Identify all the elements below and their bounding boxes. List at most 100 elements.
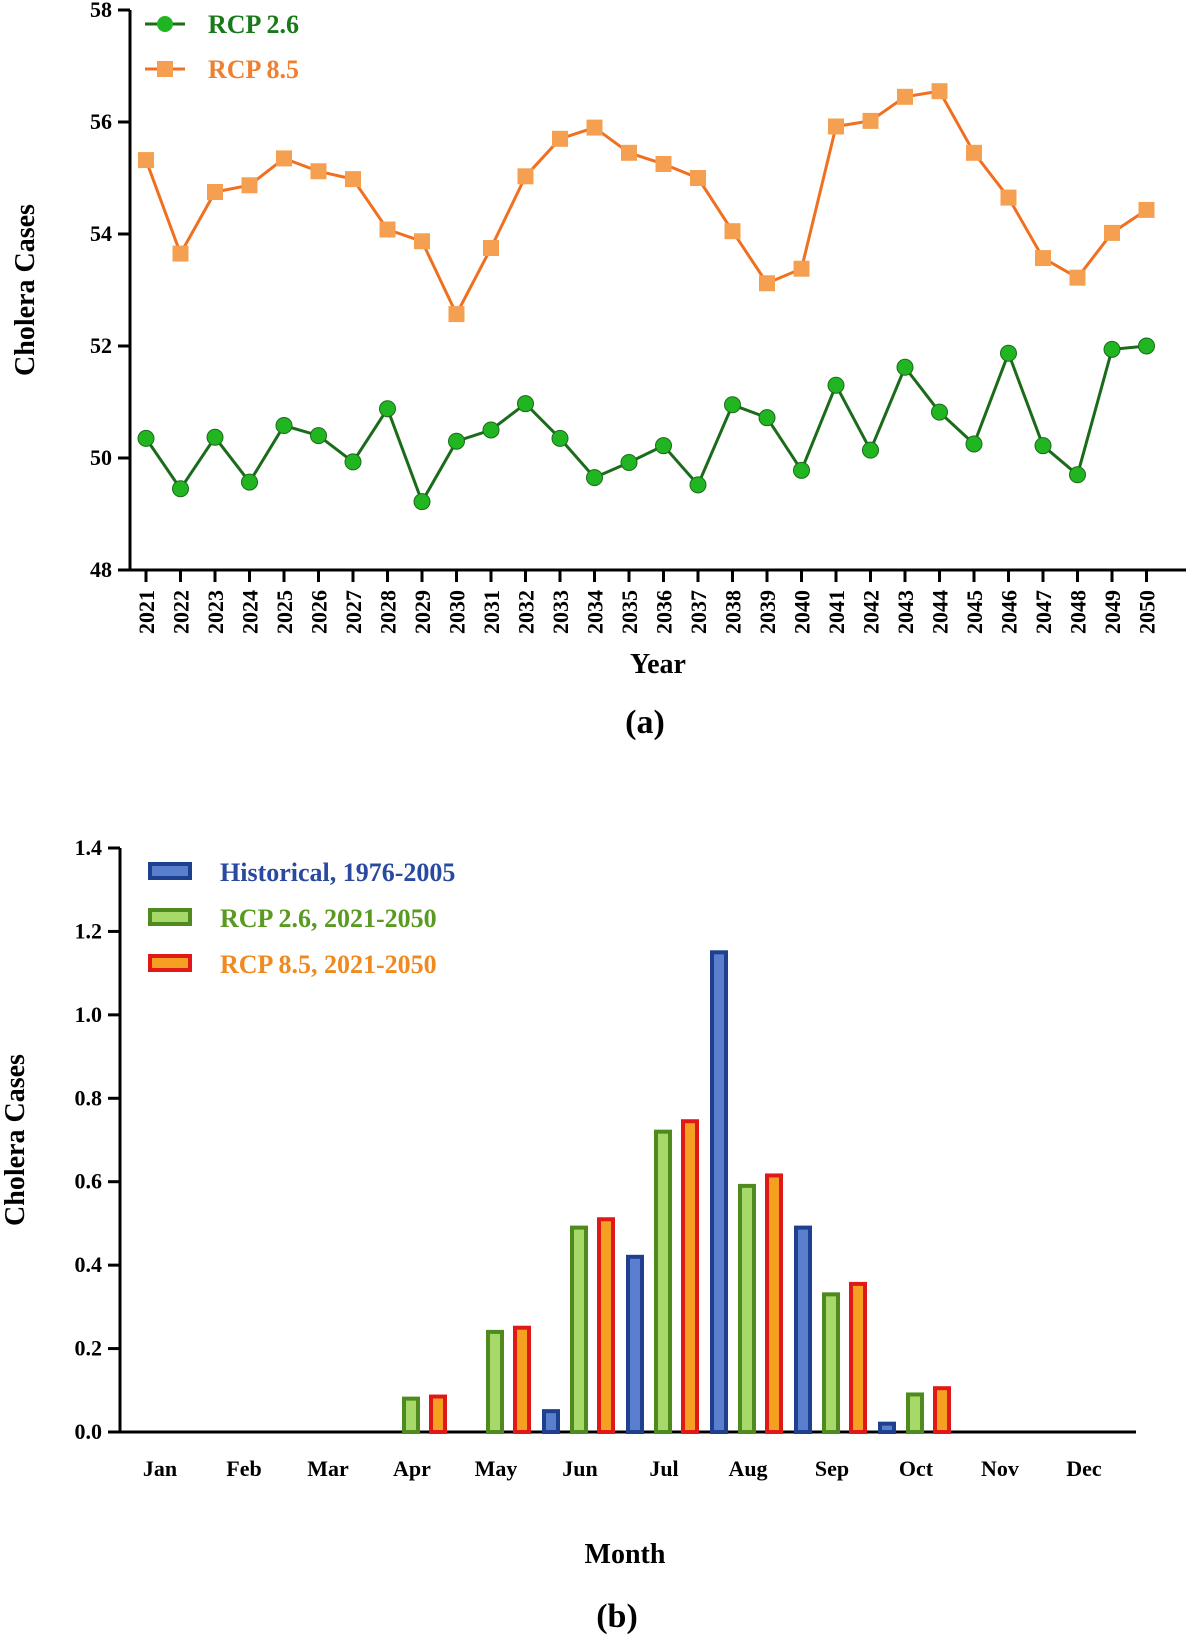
legend: Historical, 1976-2005 RCP 2.6, 2021-2050 R…	[148, 858, 455, 979]
data-point-square	[241, 177, 258, 194]
series-line-2	[144, 89, 1148, 318]
y-tick-label: 58	[90, 0, 112, 22]
data-point-square	[276, 150, 292, 167]
data-point-square	[1069, 269, 1086, 286]
data-point-square	[1104, 224, 1120, 241]
x-tick-label: Jan	[143, 1456, 177, 1481]
y-tick-label: 0.2	[75, 1336, 103, 1361]
y-tick-label: 1.0	[75, 1002, 103, 1027]
data-point-square	[586, 119, 603, 136]
data-point-square	[138, 152, 154, 169]
data-point-square	[966, 144, 982, 161]
bar	[570, 1225, 588, 1434]
data-point-circle	[482, 421, 500, 439]
x-tick-label: Oct	[899, 1456, 934, 1481]
bar	[429, 1394, 447, 1434]
data-point-square	[483, 240, 499, 256]
x-tick-label: 2021	[134, 590, 159, 634]
x-tick-label: 2023	[203, 590, 228, 634]
x-tick-label: May	[475, 1456, 518, 1481]
x-tick-label: 2033	[548, 590, 573, 634]
x-tick-label: 2039	[755, 590, 780, 634]
data-point-circle	[620, 453, 638, 471]
y-tick-label: 0.6	[75, 1169, 103, 1194]
data-point-square	[207, 184, 223, 200]
x-tick-label: 2046	[997, 590, 1022, 634]
bar	[906, 1392, 924, 1435]
legend-label: RCP 8.5	[208, 55, 299, 84]
legend-label: Historical, 1976-2005	[220, 858, 455, 887]
data-point-circle	[517, 395, 534, 413]
data-point-circle	[1069, 466, 1086, 484]
x-tick-label: Sep	[815, 1456, 849, 1481]
x-tick-label: Aug	[728, 1456, 767, 1481]
x-axis-title: Year	[630, 649, 686, 680]
data-point-square	[448, 306, 465, 323]
x-tick-label: Apr	[393, 1456, 431, 1481]
legend-swatch	[148, 908, 192, 926]
data-point-circle	[1000, 344, 1017, 362]
data-point-circle	[689, 476, 707, 494]
bar	[794, 1225, 812, 1434]
y-axis-ticks: 0.0 0.2 0.4 0.6 0.8 1.0 1.2 1.4	[75, 835, 120, 1444]
x-tick-label: Jul	[649, 1456, 678, 1481]
data-point-circle	[413, 493, 431, 511]
x-tick-label: Feb	[226, 1456, 261, 1481]
legend-swatch	[148, 862, 192, 880]
data-point-square	[517, 168, 534, 185]
y-tick-label: 56	[90, 109, 112, 134]
data-point-square	[759, 275, 775, 292]
legend-marker-square	[157, 61, 173, 77]
x-axis-ticks: Jan Feb Mar Apr May Jun Jul Aug Sep Oct Nov Dec	[143, 1456, 1102, 1481]
data-point-circle	[1034, 437, 1052, 455]
legend-label: RCP 2.6, 2021-2050	[220, 904, 437, 933]
data-point-circle	[448, 432, 465, 450]
data-point-circle	[965, 435, 983, 453]
data-point-square	[552, 130, 568, 147]
x-tick-label: 2043	[893, 590, 918, 634]
data-point-circle	[1138, 337, 1155, 355]
x-tick-label: 2024	[238, 590, 263, 634]
series-line-1	[144, 344, 1147, 506]
y-tick-label: 50	[90, 445, 112, 470]
y-tick-label: 0.8	[75, 1085, 103, 1110]
data-point-circle	[758, 409, 776, 427]
data-point-square	[414, 233, 430, 250]
data-point-circle	[310, 427, 327, 445]
data-point-circle	[931, 403, 948, 421]
panel-label-a: (a)	[625, 704, 665, 741]
x-tick-label: 2029	[410, 590, 435, 634]
bar	[765, 1173, 783, 1434]
y-axis-ticks: 48 50 52 54 56 58	[90, 0, 130, 582]
x-axis-title: Month	[585, 1539, 666, 1570]
legend-label: RCP 8.5, 2021-2050	[220, 950, 437, 979]
y-axis-title: Cholera Cases	[10, 204, 41, 376]
x-tick-label: Dec	[1066, 1456, 1102, 1481]
x-tick-label: 2022	[169, 590, 194, 634]
data-point-circle	[724, 396, 741, 414]
data-point-circle	[896, 358, 914, 376]
x-tick-label: 2044	[928, 590, 953, 634]
data-point-square	[345, 171, 361, 188]
bar	[822, 1292, 840, 1435]
panel-label-b: (b)	[596, 1598, 638, 1635]
bar	[933, 1386, 951, 1434]
bar	[710, 950, 728, 1434]
data-point-square	[897, 88, 913, 105]
data-point-square	[931, 83, 948, 100]
bar	[878, 1421, 896, 1434]
y-tick-label: 1.2	[75, 918, 103, 943]
y-tick-label: 1.4	[75, 835, 103, 860]
series-group	[137, 83, 1155, 511]
data-point-square	[828, 118, 844, 135]
x-tick-label: 2032	[514, 590, 539, 634]
x-tick-label: 2028	[376, 590, 401, 634]
bar	[486, 1329, 504, 1435]
y-tick-label: 48	[90, 557, 112, 582]
x-tick-label: 2034	[583, 590, 608, 634]
data-point-square	[862, 112, 879, 129]
data-point-circle	[172, 480, 189, 498]
x-tick-label: 2048	[1066, 590, 1091, 634]
